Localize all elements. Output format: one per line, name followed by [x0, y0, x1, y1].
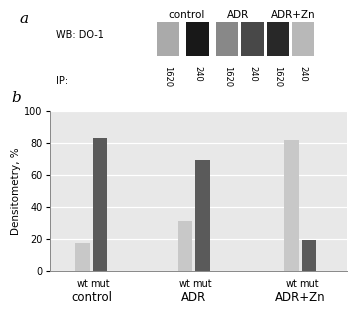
Bar [75, 244, 90, 271]
Text: 240: 240 [298, 66, 308, 82]
Text: 1620: 1620 [273, 66, 282, 87]
Text: ADR: ADR [181, 291, 206, 304]
Text: mut: mut [90, 279, 110, 289]
FancyBboxPatch shape [292, 22, 314, 56]
Text: ADR: ADR [227, 10, 250, 20]
Bar [302, 240, 316, 271]
FancyBboxPatch shape [216, 22, 238, 56]
FancyBboxPatch shape [156, 22, 179, 56]
FancyBboxPatch shape [267, 22, 289, 56]
Text: ADR+Zn: ADR+Zn [275, 291, 326, 304]
FancyBboxPatch shape [186, 22, 209, 56]
Text: mut: mut [192, 279, 212, 289]
Text: 240: 240 [248, 66, 257, 82]
Text: 1620: 1620 [223, 66, 232, 87]
Text: wt: wt [77, 279, 89, 289]
Bar [178, 221, 193, 271]
Text: mut: mut [299, 279, 319, 289]
FancyBboxPatch shape [241, 22, 264, 56]
Text: b: b [11, 91, 21, 105]
Text: WB: DO-1: WB: DO-1 [56, 30, 103, 40]
Y-axis label: Densitometry, %: Densitometry, % [11, 147, 22, 235]
Text: ADR+Zn: ADR+Zn [271, 10, 316, 20]
Text: wt: wt [179, 279, 191, 289]
Bar [284, 140, 299, 271]
Bar [195, 160, 210, 271]
Text: IP:: IP: [56, 76, 68, 86]
Bar [92, 138, 107, 271]
Text: 1620: 1620 [163, 66, 172, 87]
Text: 240: 240 [193, 66, 202, 82]
Text: wt: wt [286, 279, 298, 289]
Text: a: a [20, 12, 29, 26]
Text: control: control [168, 10, 205, 20]
Text: control: control [71, 291, 112, 304]
